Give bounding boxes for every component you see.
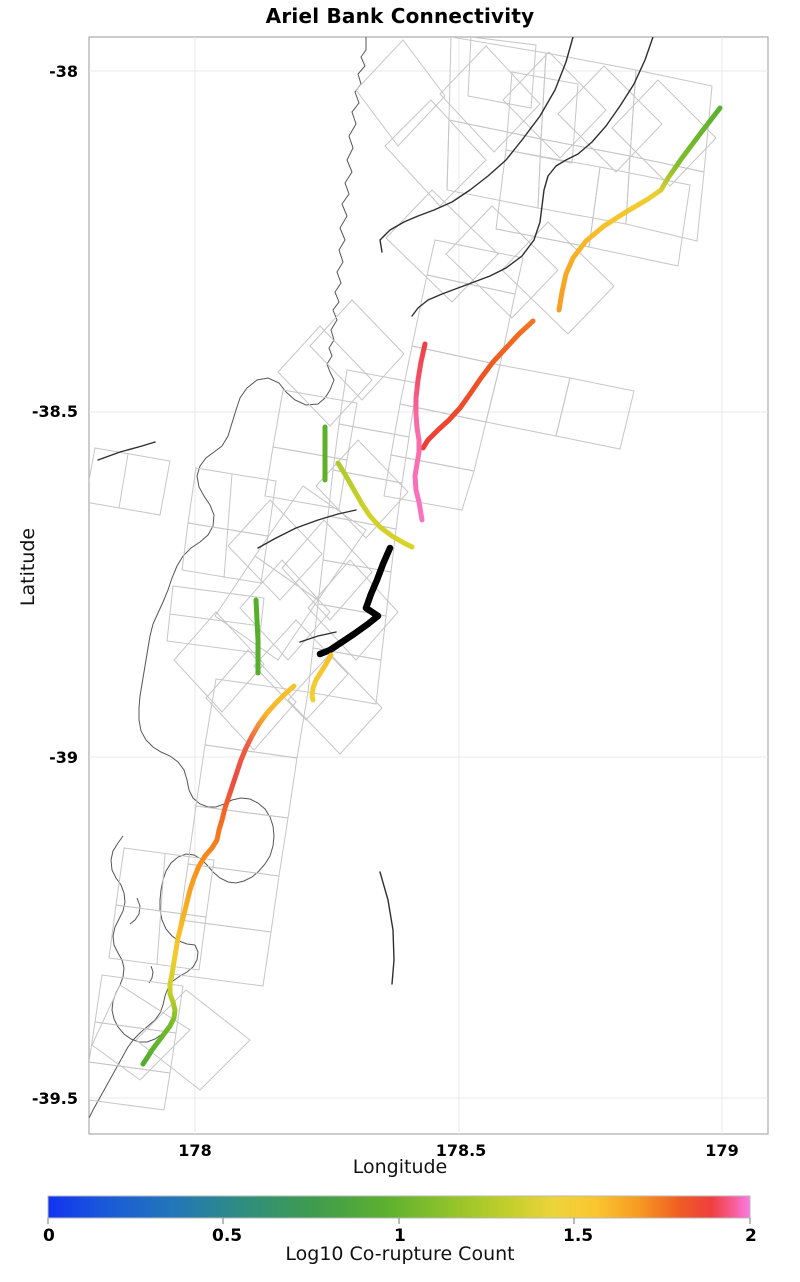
- trace-yellow-green-diagonal: [335, 460, 415, 550]
- colorbar-tick-label: 2: [745, 1226, 757, 1246]
- ytick-label: -38.5: [31, 402, 78, 421]
- x-axis-label: Longitude: [352, 1156, 448, 1178]
- xtick-label: 178: [178, 1141, 212, 1160]
- xtick-label: 178.5: [435, 1141, 487, 1160]
- trace-gold-short: [309, 652, 334, 703]
- trace-mid-pink: [412, 341, 428, 523]
- plot-frame: [88, 36, 769, 1135]
- ytick-label: -39.5: [31, 1089, 78, 1108]
- fault-surface-polygons: [89, 37, 717, 1111]
- xtick-label: 179: [705, 1141, 739, 1160]
- colorbar-tick-label: 0.5: [212, 1226, 243, 1246]
- colorbar-tick-label: 1: [394, 1226, 406, 1246]
- trace-west-green-bar: [253, 597, 261, 676]
- colorbar-tick-label: 1.5: [563, 1226, 594, 1246]
- uncoloured-fault-traces: [97, 37, 654, 985]
- ytick-label: -39: [49, 748, 78, 767]
- trace-ne-green-gold: [556, 105, 723, 313]
- ytick-label: -38: [49, 62, 78, 81]
- grid-lines: [89, 37, 768, 1134]
- colorbar-label: Log10 Co-rupture Count: [285, 1243, 515, 1265]
- page-title: Ariel Bank Connectivity: [265, 4, 535, 28]
- colorbar-tick-label: 0: [43, 1226, 55, 1246]
- colorbar-ticks: [47, 1218, 751, 1224]
- colorbar-gradient[interactable]: [47, 1195, 751, 1219]
- trace-mid-red-orange: [420, 318, 536, 451]
- trace-ariel-bank-source-fault: [316, 544, 394, 658]
- trace-long-south: [140, 683, 297, 1067]
- colorbar[interactable]: [0, 1190, 800, 1280]
- connected-fault-traces: [140, 105, 723, 1067]
